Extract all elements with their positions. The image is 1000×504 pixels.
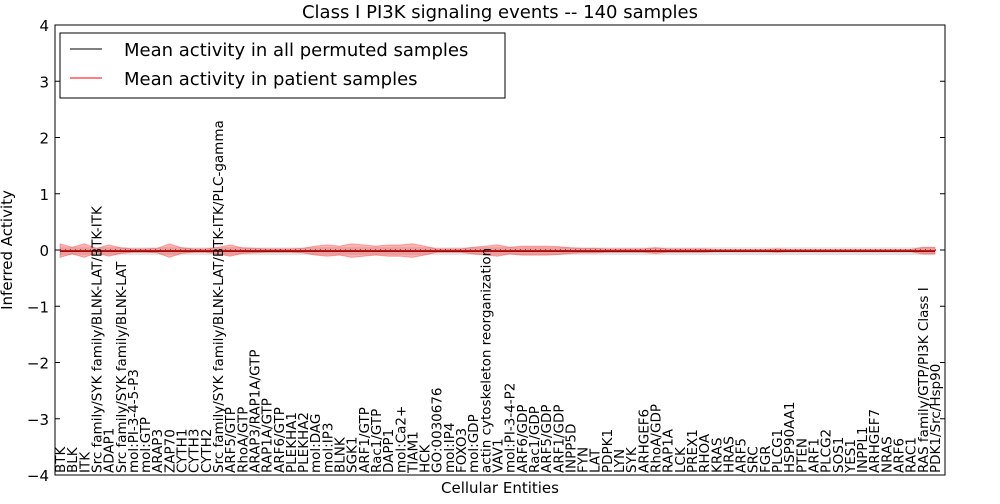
plot-area — [55, 243, 945, 258]
y-tick-label: −3 — [27, 411, 49, 429]
x-tick-label: Rac1/GTP — [369, 409, 385, 473]
x-tick-label: SGK1 — [345, 437, 361, 473]
x-axis-label: Cellular Entities — [441, 479, 559, 497]
x-tick-label: CYTH3 — [187, 429, 203, 473]
x-tick-label: mol:PI-3-4-5-P3 — [126, 369, 142, 473]
legend: Mean activity in all permuted samples Me… — [59, 32, 506, 99]
x-tick-label: INPP5D — [563, 424, 579, 473]
x-tick-label: INPPL1 — [855, 427, 871, 473]
x-tick-label: TIAM1 — [405, 431, 421, 474]
x-tick-label: CYTH2 — [199, 429, 215, 473]
x-tick-label: RAS family/GTP/PI3K Class I — [916, 287, 932, 473]
x-tick-label: ARF6/GTP — [272, 407, 288, 473]
x-tick-label: FOXO3 — [454, 428, 470, 473]
y-axis-label: Inferred Activity — [0, 190, 16, 310]
x-tick-label: ARAP3 — [150, 429, 166, 473]
x-tick-label: ITK — [77, 451, 93, 473]
x-tick-label: ARF1/GDP — [551, 404, 567, 473]
x-tick-label: BTK — [53, 445, 69, 473]
legend-label-patient: Mean activity in patient samples — [124, 69, 418, 90]
x-tick-label: PTEN — [794, 438, 810, 473]
x-tick-label: LAT — [588, 448, 604, 473]
x-tick-label: ARF5/GTP — [223, 407, 239, 473]
x-tick-label: HRAS — [721, 436, 737, 473]
x-tick-label: PDK1/Src/Hsp90 — [928, 364, 944, 473]
x-tick-label: ARF6 — [892, 438, 908, 473]
x-tick-label: NRAS — [879, 436, 895, 473]
x-tick-label: ARF5 — [734, 438, 750, 473]
x-tick-label: BLNK — [333, 436, 349, 473]
y-tick-label: −2 — [27, 355, 49, 373]
x-tick-label: ADAP1 — [102, 428, 118, 473]
x-tick-label: KRAS — [709, 438, 725, 474]
y-tick-label: 3 — [39, 73, 49, 91]
x-tick-label: RhoA/GDP — [648, 404, 664, 473]
x-tick-label: PLCG2 — [819, 429, 835, 473]
x-tick-label: HCK — [418, 443, 434, 473]
x-tick-label: GO:0030676 — [430, 387, 446, 473]
y-tick-label: 2 — [39, 130, 49, 148]
x-tick-label: SRC — [746, 446, 762, 473]
x-tick-label: ARF1/GTP — [357, 407, 373, 473]
x-tick-label: HSP90AA1 — [782, 402, 798, 473]
x-tick-label: mol:IP3 — [320, 423, 336, 473]
chart-title: Class I PI3K signaling events -- 140 sam… — [302, 2, 698, 23]
x-tick-label: YES1 — [843, 439, 859, 474]
x-tick-label: ZAP70 — [162, 429, 178, 473]
x-tick-label: ARAP3/RAP1A/GTP — [247, 349, 263, 473]
x-tick-label: ARHGEF6 — [636, 409, 652, 473]
y-tick-label: 1 — [39, 186, 49, 204]
y-tick-label: −4 — [27, 467, 49, 485]
x-tick-label: PLEKHA1 — [284, 412, 300, 473]
y-tick-label: 4 — [39, 17, 49, 35]
x-tick-label: mol:PI-3-4-P2 — [503, 383, 519, 473]
x-tick-label: BLK — [65, 446, 81, 473]
x-tick-label: SYK — [624, 446, 640, 473]
x-tick-label: ARF1 — [806, 438, 822, 473]
x-tick-label: Src family/SYK family/BLNK-LAT — [114, 261, 130, 473]
x-tick-label: ARF6/GDP — [515, 404, 531, 473]
y-tick-label: 0 — [39, 242, 49, 260]
x-tick-label: PLCG1 — [770, 429, 786, 473]
x-tick-label: PLEKHA2 — [296, 412, 312, 473]
x-tick-label: PREX1 — [685, 429, 701, 473]
x-tick-label: ARHGEF7 — [867, 409, 883, 473]
x-tick-label: VAV1 — [491, 438, 507, 473]
y-tick-label: −1 — [27, 298, 49, 316]
x-tick-label: PDPK1 — [600, 429, 616, 473]
x-tick-label: ARF5/GDP — [539, 404, 555, 473]
x-tick-label: RAP1A — [661, 428, 677, 473]
x-tick-label: Src family/SYK family/BLNK-LAT/BTK-ITK — [89, 205, 105, 473]
legend-label-permuted: Mean activity in all permuted samples — [124, 40, 468, 61]
x-tick-label: LCK — [673, 446, 689, 473]
x-tick-label: mol:Ca2+ — [393, 406, 409, 473]
x-tick-label: RhoA/GTP — [235, 407, 251, 473]
x-tick-label: CYTH1 — [175, 429, 191, 473]
x-tick-label: LYN — [612, 449, 628, 473]
x-tick-label: actin cytoskeleton reorganization — [478, 248, 494, 473]
x-tick-label: Src family/SYK family/BLNK-LAT/BTK-ITK/P… — [211, 120, 227, 473]
x-tick-label: FYN — [576, 447, 592, 473]
x-tick-label: SOS1 — [831, 437, 847, 473]
x-tick-label: mol:GDP — [466, 414, 482, 473]
legend-box — [59, 32, 506, 99]
x-tick-label: mol:GTP — [138, 417, 154, 473]
x-tick-label: mol:DAG — [308, 414, 324, 473]
x-tick-label: FGR — [758, 445, 774, 473]
x-tick-label: DAPP1 — [381, 429, 397, 473]
x-tick-label: RAC1 — [904, 437, 920, 473]
x-tick-label: RHOA — [697, 433, 713, 473]
x-tick-label: mol:IP4 — [442, 423, 458, 473]
x-tick-label: RAP1A/GTP — [260, 398, 276, 473]
x-tick-label: Rac1/GDP — [527, 406, 543, 473]
